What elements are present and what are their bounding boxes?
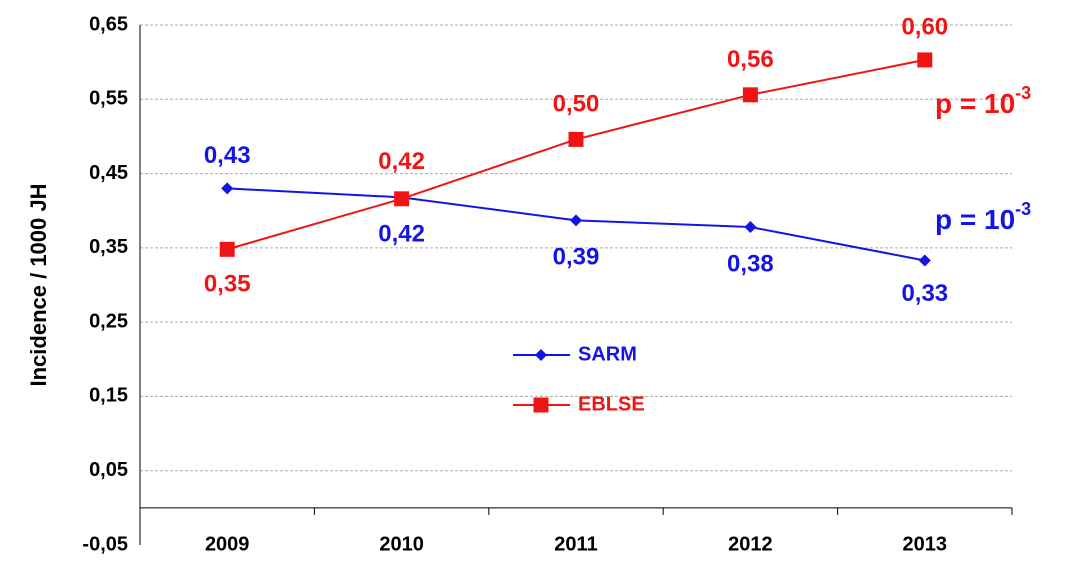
data-label: 0,50 — [553, 91, 600, 118]
point — [742, 87, 758, 103]
point — [570, 214, 582, 227]
legend-marker — [535, 349, 547, 361]
y-tick-label: 0,65 — [89, 13, 128, 35]
y-tick-label: -0,05 — [82, 533, 128, 555]
point — [568, 131, 584, 147]
data-label: 0,35 — [204, 271, 251, 298]
x-tick-label: 2012 — [728, 533, 773, 555]
y-axis-label: Incidence / 1000 JH — [26, 184, 51, 387]
annotation: p = 10-3 — [935, 83, 1031, 120]
data-label: 0,56 — [727, 46, 774, 73]
legend-label: EBLSE — [578, 393, 645, 415]
x-tick-label: 2010 — [379, 533, 424, 555]
point — [221, 182, 234, 195]
point — [917, 52, 933, 68]
point — [219, 241, 235, 257]
point — [744, 221, 757, 234]
data-label: 0,33 — [901, 280, 948, 307]
y-tick-label: 0,55 — [89, 88, 128, 110]
annotation: p = 10-3 — [935, 199, 1031, 236]
legend-marker — [533, 397, 549, 413]
data-label: 0,43 — [204, 142, 251, 169]
annotation-text: p = 10 — [935, 88, 1015, 119]
y-tick-label: 0,05 — [89, 459, 128, 481]
annotation-sup: -3 — [1015, 83, 1031, 103]
data-label: 0,42 — [378, 221, 425, 248]
y-tick-label: 0,25 — [89, 310, 128, 332]
data-label: 0,42 — [378, 148, 425, 175]
y-tick-label: 0,45 — [89, 162, 128, 184]
x-tick-label: 2009 — [205, 533, 250, 555]
data-label: 0,60 — [901, 13, 948, 40]
y-tick-label: 0,35 — [89, 236, 128, 258]
x-tick-label: 2011 — [554, 533, 597, 555]
y-tick-label: 0,15 — [89, 385, 128, 407]
x-tick-label: 2013 — [903, 533, 948, 555]
data-label: 0,39 — [553, 244, 600, 271]
annotation-sup: -3 — [1015, 199, 1031, 219]
point — [394, 191, 410, 207]
annotation-text: p = 10 — [935, 204, 1015, 235]
point — [918, 254, 931, 267]
legend-label: SARM — [578, 343, 637, 365]
data-label: 0,38 — [727, 250, 774, 277]
